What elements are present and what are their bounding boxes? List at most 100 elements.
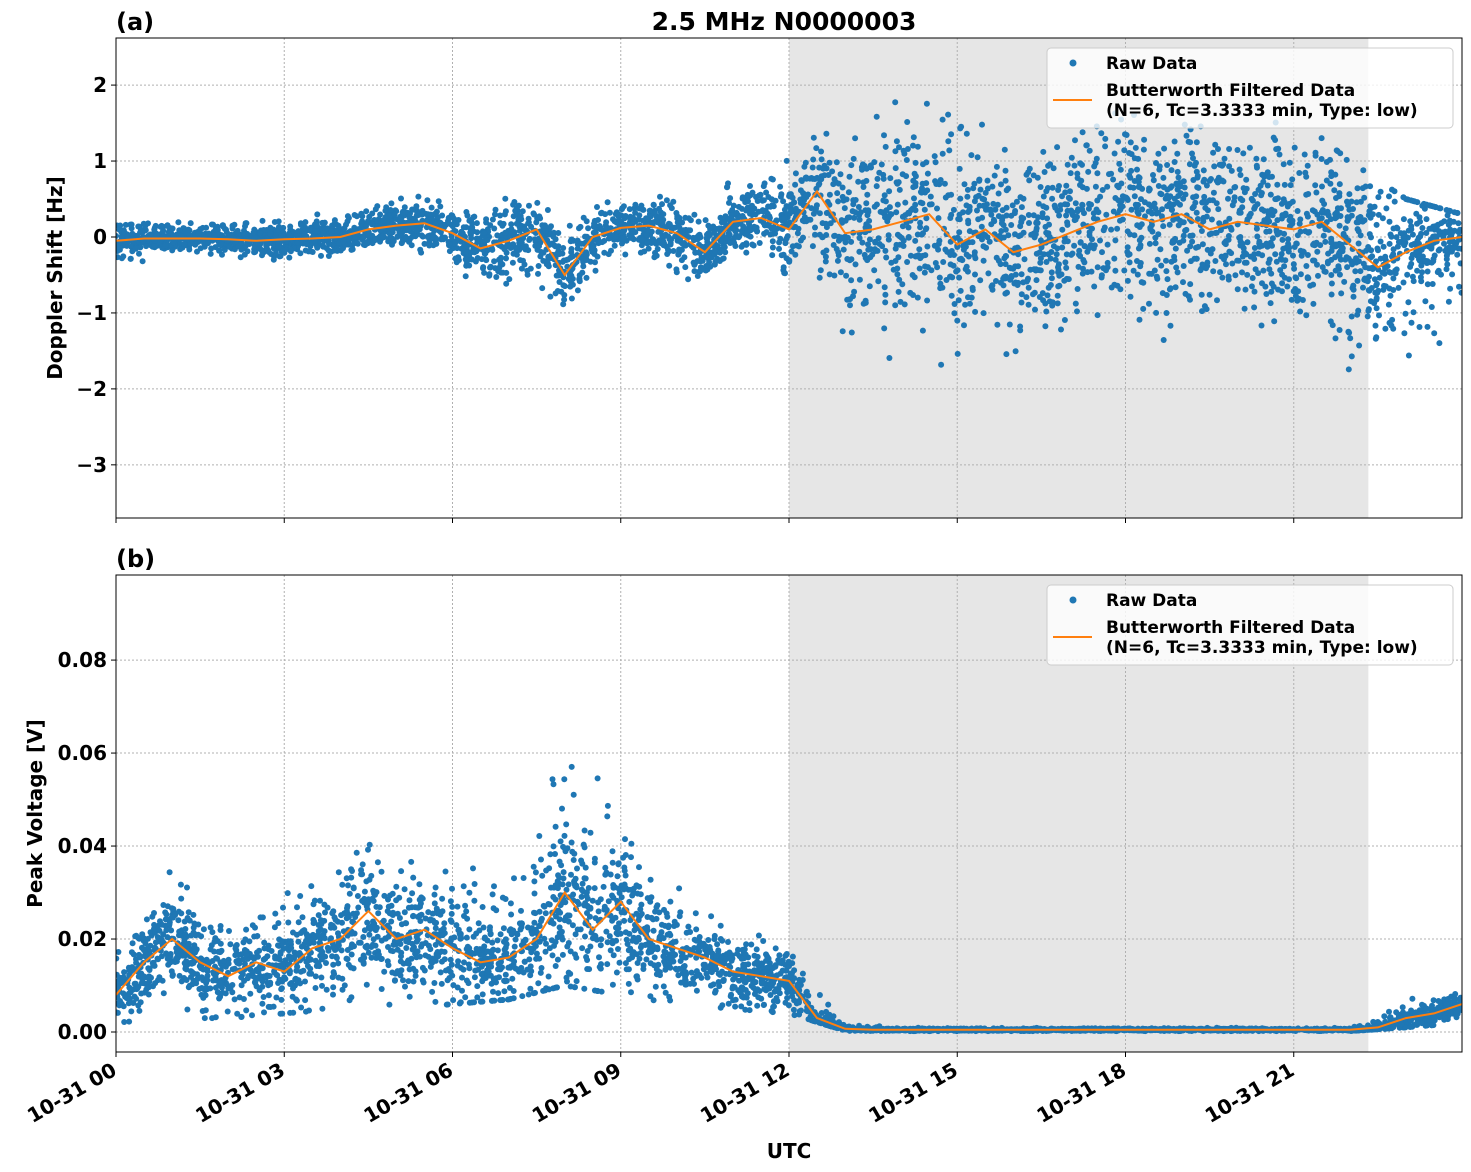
raw-data-point — [452, 240, 458, 247]
raw-data-point — [583, 257, 590, 263]
raw-data-point — [1408, 260, 1415, 267]
raw-data-point — [604, 802, 611, 809]
raw-data-point — [1206, 291, 1213, 298]
raw-data-point — [480, 264, 487, 271]
raw-data-point — [1164, 203, 1171, 210]
raw-data-point — [993, 278, 999, 284]
raw-data-point — [948, 211, 955, 218]
raw-data-point — [333, 227, 339, 234]
raw-data-point — [1216, 220, 1223, 227]
raw-data-point — [303, 241, 310, 248]
raw-data-point — [912, 207, 919, 214]
raw-data-point — [823, 165, 830, 172]
raw-data-point — [1086, 229, 1093, 236]
raw-data-point — [1381, 270, 1388, 277]
raw-data-point — [1395, 238, 1402, 245]
raw-data-point — [132, 245, 139, 252]
raw-data-point — [207, 250, 214, 257]
raw-data-point — [559, 250, 566, 257]
raw-data-point — [1190, 155, 1196, 162]
raw-data-point — [866, 223, 873, 230]
raw-data-point — [1134, 271, 1141, 278]
raw-data-point — [826, 271, 833, 278]
raw-data-point — [904, 119, 911, 125]
raw-data-point — [852, 261, 859, 268]
raw-data-point — [1279, 271, 1286, 278]
raw-data-point — [725, 180, 731, 187]
raw-data-point — [1251, 251, 1258, 258]
raw-data-point — [497, 212, 504, 219]
raw-data-point — [1350, 293, 1357, 300]
raw-data-point — [985, 270, 992, 277]
raw-data-point — [1359, 185, 1366, 192]
raw-data-point — [691, 211, 698, 218]
raw-data-point — [325, 253, 332, 259]
raw-data-point — [1408, 319, 1415, 326]
raw-data-point — [312, 228, 319, 235]
raw-data-point — [1262, 283, 1269, 290]
raw-data-point — [1225, 233, 1232, 239]
raw-data-point — [1075, 263, 1082, 270]
raw-data-point — [1311, 240, 1318, 247]
raw-data-point — [476, 927, 483, 934]
raw-data-point — [1373, 280, 1380, 287]
raw-data-point — [767, 203, 774, 210]
raw-data-point — [185, 226, 192, 233]
raw-data-point — [873, 113, 880, 120]
raw-data-point — [574, 245, 581, 252]
raw-data-point — [998, 228, 1005, 234]
raw-data-point — [668, 205, 675, 212]
raw-data-point — [860, 179, 867, 186]
raw-data-point — [1090, 210, 1097, 217]
raw-data-point — [1265, 259, 1272, 266]
raw-data-point — [1423, 230, 1430, 236]
raw-data-point — [990, 200, 997, 207]
raw-data-point — [540, 249, 547, 256]
raw-data-point — [1035, 214, 1041, 221]
raw-data-point — [867, 246, 874, 253]
raw-data-point — [848, 238, 855, 245]
raw-data-point — [275, 243, 282, 250]
raw-data-point — [1025, 284, 1032, 291]
raw-data-point — [460, 224, 467, 231]
raw-data-point — [823, 247, 830, 254]
raw-data-point — [1214, 297, 1220, 304]
raw-data-point — [1342, 225, 1349, 232]
raw-data-point — [1442, 247, 1449, 254]
raw-data-point — [497, 258, 504, 265]
raw-data-point — [645, 227, 651, 234]
raw-data-point — [665, 246, 671, 253]
raw-data-point — [817, 267, 824, 274]
raw-data-point — [676, 224, 683, 231]
raw-data-point — [792, 181, 799, 188]
raw-data-point — [1239, 197, 1246, 204]
raw-data-point — [740, 223, 747, 230]
raw-data-point — [409, 890, 416, 897]
raw-data-point — [622, 836, 628, 843]
raw-data-point — [341, 225, 348, 232]
raw-data-point — [1026, 177, 1033, 184]
raw-data-point — [1436, 340, 1443, 347]
raw-data-point — [1117, 166, 1124, 173]
raw-data-point — [1006, 321, 1013, 328]
raw-data-point — [809, 164, 816, 171]
raw-data-point — [585, 225, 592, 232]
raw-data-point — [1375, 194, 1382, 201]
raw-data-point — [474, 229, 481, 236]
raw-data-point — [1186, 161, 1193, 168]
raw-data-point — [1049, 299, 1056, 306]
raw-data-point — [980, 257, 987, 264]
raw-data-point — [1008, 222, 1015, 228]
raw-data-point — [1047, 161, 1054, 168]
raw-data-point — [377, 211, 384, 218]
raw-data-point — [1090, 245, 1097, 252]
raw-data-point — [1410, 309, 1417, 316]
raw-data-point — [733, 209, 740, 216]
raw-data-point — [1413, 248, 1420, 255]
raw-data-point — [687, 227, 694, 234]
raw-data-point — [1377, 238, 1384, 245]
raw-data-point — [1411, 198, 1418, 205]
raw-data-point — [448, 233, 455, 240]
raw-data-point — [1071, 242, 1078, 249]
raw-data-point — [938, 361, 945, 368]
